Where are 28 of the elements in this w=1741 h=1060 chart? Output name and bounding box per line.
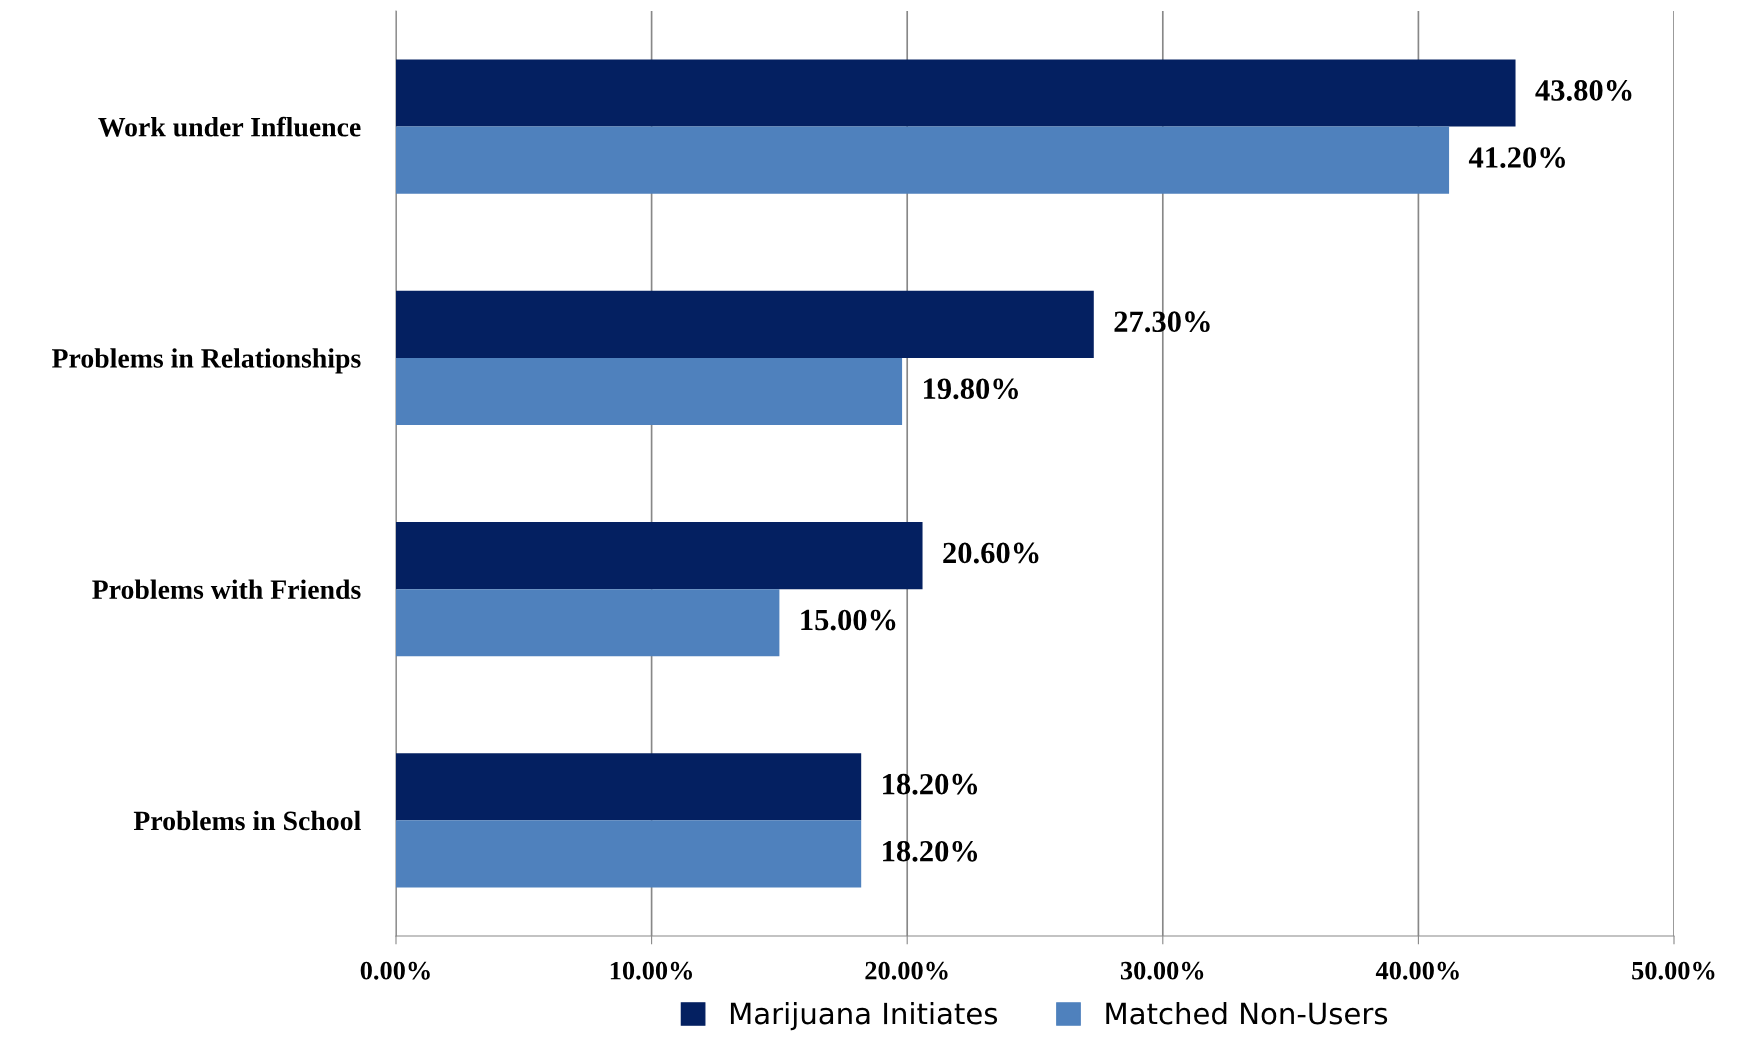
bar xyxy=(396,126,1450,194)
x-tick-label: 20.00% xyxy=(865,961,948,980)
x-tick-label: 40.00% xyxy=(1375,961,1459,980)
data-label: 15.00% xyxy=(801,609,896,631)
bar xyxy=(396,589,780,657)
x-tick-label: 0.00% xyxy=(360,961,430,980)
y-tick-label: Problems in School xyxy=(133,810,361,831)
x-tick-label: 30.00% xyxy=(1120,961,1204,980)
data-label: 20.60% xyxy=(943,542,1039,564)
y-tick-label: Problems with Friends xyxy=(92,579,361,600)
bar xyxy=(396,290,1094,358)
data-label: 41.20% xyxy=(1468,147,1565,168)
bar xyxy=(396,357,903,425)
data-label: 27.30% xyxy=(1114,311,1210,333)
data-label: 19.80% xyxy=(923,378,1018,400)
x-tick-label: 50.00% xyxy=(1632,961,1715,980)
x-tick-label: 10.00% xyxy=(610,961,693,980)
legend-label: Matched Non-Users xyxy=(1106,1001,1388,1025)
y-tick-label: Work under Influence xyxy=(98,116,361,137)
bar xyxy=(396,522,923,590)
legend-label: Marijuana Initiates xyxy=(730,1001,998,1031)
data-label: 18.20% xyxy=(883,773,978,795)
bar xyxy=(396,820,862,888)
data-label: 43.80% xyxy=(1535,80,1632,101)
bar xyxy=(396,753,862,821)
data-label: 18.20% xyxy=(883,840,978,862)
bar xyxy=(396,59,1516,127)
y-tick-label: Problems in Relationships xyxy=(52,348,361,374)
